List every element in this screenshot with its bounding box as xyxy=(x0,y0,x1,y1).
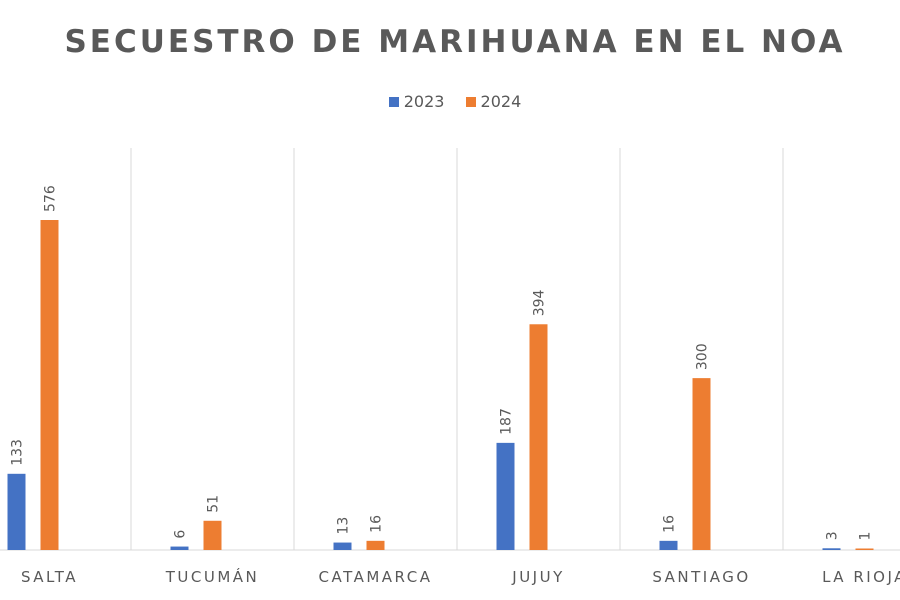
legend-item-2023: 2023 xyxy=(388,92,445,111)
bar-2024 xyxy=(855,548,874,550)
bar-2023 xyxy=(333,542,352,550)
bar-2023 xyxy=(7,473,26,550)
legend-item-2024: 2024 xyxy=(465,92,522,111)
bar-2023 xyxy=(822,548,841,550)
bar-2024 xyxy=(529,324,548,550)
data-label-2024: 394 xyxy=(532,289,548,316)
bar-2023 xyxy=(170,546,189,550)
data-label-2024: 1 xyxy=(858,532,874,541)
data-label-2024: 51 xyxy=(206,495,222,513)
data-label-2023: 3 xyxy=(825,531,841,540)
category-label: CATAMARCA xyxy=(319,568,433,586)
chart-title: SECUESTRO DE MARIHUANA EN EL NOA xyxy=(64,24,846,60)
bar-2023 xyxy=(659,540,678,550)
bar-2024 xyxy=(366,540,385,550)
data-label-2023: 187 xyxy=(499,408,515,435)
data-label-2024: 16 xyxy=(369,515,385,533)
category-label: JUJUY xyxy=(511,568,564,586)
category-label: TUCUMÁN xyxy=(165,567,260,586)
bar-2024 xyxy=(203,520,222,550)
data-label-2023: 6 xyxy=(173,530,189,539)
data-label-2024: 300 xyxy=(695,343,711,370)
data-label-2023: 16 xyxy=(662,515,678,533)
bar-2024 xyxy=(40,220,59,550)
category-label: SANTIAGO xyxy=(652,568,750,586)
legend: 2023 2024 xyxy=(0,92,900,111)
bar-2024 xyxy=(692,378,711,550)
data-label-2023: 133 xyxy=(10,439,26,466)
legend-swatch-2023 xyxy=(388,97,399,107)
data-label-2023: 13 xyxy=(336,517,352,535)
category-label: SALTA xyxy=(21,568,78,586)
legend-label-2024: 2024 xyxy=(480,92,522,111)
bar-2023 xyxy=(496,442,515,550)
category-label: LA RIOJA xyxy=(822,568,900,586)
data-label-2024: 576 xyxy=(43,185,59,212)
legend-label-2023: 2023 xyxy=(403,92,445,111)
legend-swatch-2024 xyxy=(465,97,476,107)
